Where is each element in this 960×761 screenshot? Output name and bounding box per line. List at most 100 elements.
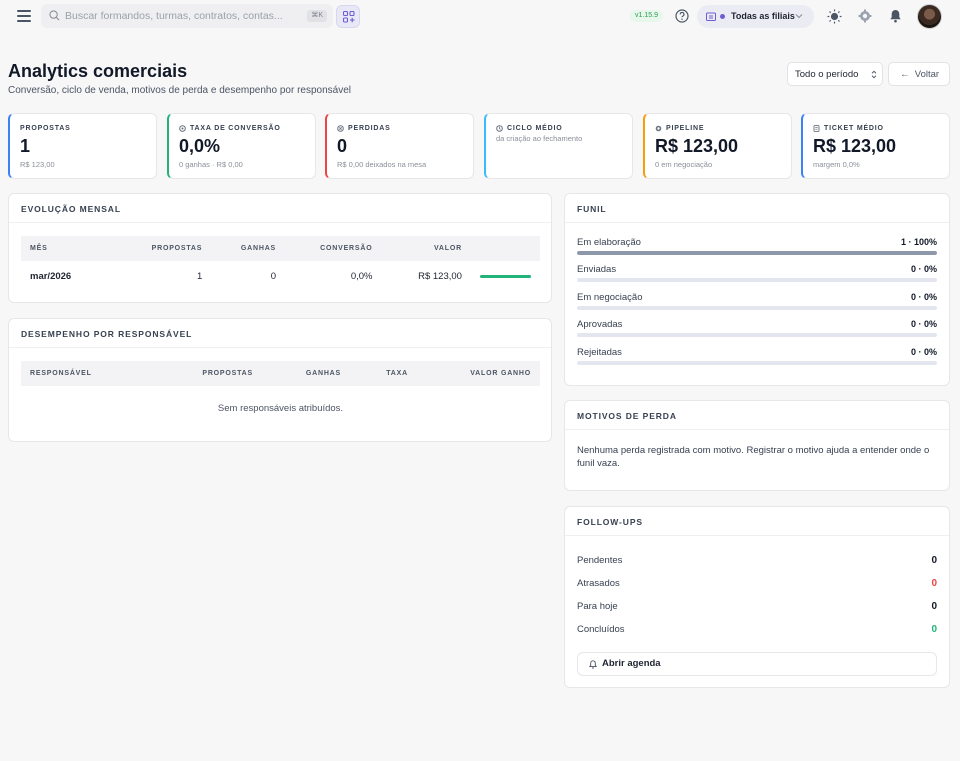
cell-value: R$ 123,00 [418, 270, 462, 282]
followup-label: Atrasados [577, 578, 620, 589]
branch-dot [720, 14, 725, 19]
kpi-average-cycle: CICLO MÉDIO da criação ao fechamento [484, 113, 633, 179]
open-agenda-label: Abrir agenda [602, 658, 661, 669]
followup-pending: Pendentes 0 [577, 555, 937, 569]
empty-state: Nenhuma perda registrada com motivo. Reg… [577, 445, 930, 469]
column-header: TAXA [350, 361, 417, 386]
period-select-label: Todo o período [795, 69, 859, 80]
funnel-stage-label: Enviadas [577, 264, 617, 275]
panel-title: EVOLUÇÃO MENSAL [21, 204, 121, 214]
back-button[interactable]: ← Voltar [888, 62, 950, 86]
cell-conversion: 0,0% [350, 270, 373, 282]
followup-count: 0 [931, 624, 937, 635]
funnel-stage: Em negociação 0 · 0% [577, 292, 937, 317]
column-header: GANHAS [262, 361, 350, 386]
divider [9, 222, 551, 223]
funnel-panel: FUNIL Em elaboração 1 · 100% Enviadas 0 … [564, 193, 950, 386]
funnel-track [577, 306, 937, 310]
search-icon [49, 10, 60, 21]
kpi-value: 0 [337, 136, 348, 156]
avatar[interactable] [917, 4, 942, 29]
column-header: PROPOSTAS [159, 361, 262, 386]
help-icon[interactable] [675, 9, 689, 23]
table-header: RESPONSÁVEL PROPOSTAS GANHAS TAXA VALOR … [21, 361, 540, 386]
funnel-stage-label: Rejeitadas [577, 347, 622, 358]
kpi-label: TAXA DE CONVERSÃO [190, 124, 281, 132]
followup-label: Para hoje [577, 601, 618, 612]
kpi-lost: PERDIDAS 0 R$ 0,00 deixados na mesa [325, 113, 474, 179]
search-bar[interactable]: ⌘K [41, 4, 333, 28]
page-subtitle: Conversão, ciclo de venda, motivos de pe… [8, 85, 351, 96]
followup-label: Pendentes [577, 555, 623, 566]
followup-label: Concluídos [577, 624, 625, 635]
target-icon [179, 124, 186, 132]
arrow-left-icon: ← [900, 69, 910, 80]
column-header: RESPONSÁVEL [21, 361, 159, 386]
branch-selector[interactable]: Todas as filiais [697, 5, 814, 28]
column-header: MÊS [21, 236, 129, 261]
kpi-sub: 0 em negociação [655, 160, 713, 169]
funnel-stage: Em elaboração 1 · 100% [577, 237, 937, 262]
sun-icon[interactable] [827, 9, 842, 24]
period-select[interactable]: Todo o período [787, 62, 883, 86]
kpi-label: PROPOSTAS [20, 124, 71, 132]
funnel-track [577, 278, 937, 282]
funnel-stage: Rejeitadas 0 · 0% [577, 347, 937, 372]
top-bar: ⌘K v1.15.9 Todas as filiais [0, 0, 960, 34]
followup-count: 0 [931, 578, 937, 589]
apps-button[interactable] [336, 5, 360, 28]
bell-icon [589, 660, 597, 669]
kpi-value: R$ 123,00 [813, 136, 897, 156]
building-icon [706, 12, 716, 21]
chevron-down-icon [795, 14, 803, 19]
empty-state: Sem responsáveis atribuídos. [217, 402, 344, 414]
value-bar [479, 274, 531, 278]
cell-bar [471, 261, 540, 291]
clock-icon [496, 124, 503, 132]
empty-row: Sem responsáveis atribuídos. [21, 386, 540, 430]
followup-overdue: Atrasados 0 [577, 578, 937, 592]
kpi-sub: R$ 123,00 [20, 160, 55, 169]
cell-month: mar/2026 [30, 270, 72, 282]
kpi-label: PIPELINE [666, 124, 705, 132]
gear-icon[interactable] [858, 9, 872, 23]
kpi-average-ticket: TICKET MÉDIO R$ 123,00 margem 0,0% [801, 113, 950, 179]
followup-today: Para hoje 0 [577, 601, 937, 615]
back-button-label: Voltar [914, 69, 940, 80]
funnel-fill [577, 251, 937, 255]
performance-table: RESPONSÁVEL PROPOSTAS GANHAS TAXA VALOR … [21, 361, 540, 430]
funnel-stage-value: 0 · 0% [910, 347, 937, 357]
kpi-label: PERDIDAS [348, 124, 391, 132]
funnel-stage-label: Aprovadas [577, 319, 623, 330]
open-agenda-button[interactable]: Abrir agenda [577, 652, 937, 676]
kpi-sub: 0 ganhas · R$ 0,00 [179, 160, 243, 169]
menu-icon[interactable] [17, 10, 31, 22]
apps-icon [343, 11, 355, 23]
column-header: CONVERSÃO [285, 236, 382, 261]
followup-count: 0 [931, 555, 937, 566]
page-title: Analytics comerciais [8, 61, 188, 81]
funnel-track [577, 333, 937, 337]
table-row[interactable]: mar/2026 1 0 0,0% R$ 123,00 [21, 261, 540, 291]
kpi-pipeline: PIPELINE R$ 123,00 0 em negociação [643, 113, 792, 179]
funnel-stage-value: 0 · 0% [910, 264, 937, 274]
divider [565, 429, 949, 430]
search-input[interactable] [65, 7, 305, 25]
column-header: VALOR [381, 236, 471, 261]
sort-icon [871, 70, 877, 79]
cell-proposals: 1 [196, 270, 203, 282]
bell-icon[interactable] [889, 9, 902, 23]
panel-title: MOTIVOS DE PERDA [577, 411, 677, 421]
funnel-stage-value: 0 · 0% [910, 292, 937, 302]
table-header: MÊS PROPOSTAS GANHAS CONVERSÃO VALOR [21, 236, 540, 261]
column-header: VALOR GANHO [417, 361, 540, 386]
followups-panel: FOLLOW-UPS Pendentes 0 Atrasados 0 Para … [564, 506, 950, 688]
kpi-proposals: PROPOSTAS 1 R$ 123,00 [8, 113, 157, 179]
pipeline-icon [655, 125, 662, 131]
search-shortcut: ⌘K [307, 10, 327, 22]
x-circle-icon [337, 124, 344, 132]
kpi-label: TICKET MÉDIO [824, 124, 884, 132]
divider [565, 535, 949, 536]
panel-title: DESEMPENHO POR RESPONSÁVEL [21, 329, 193, 339]
kpi-value: 1 [20, 136, 31, 156]
